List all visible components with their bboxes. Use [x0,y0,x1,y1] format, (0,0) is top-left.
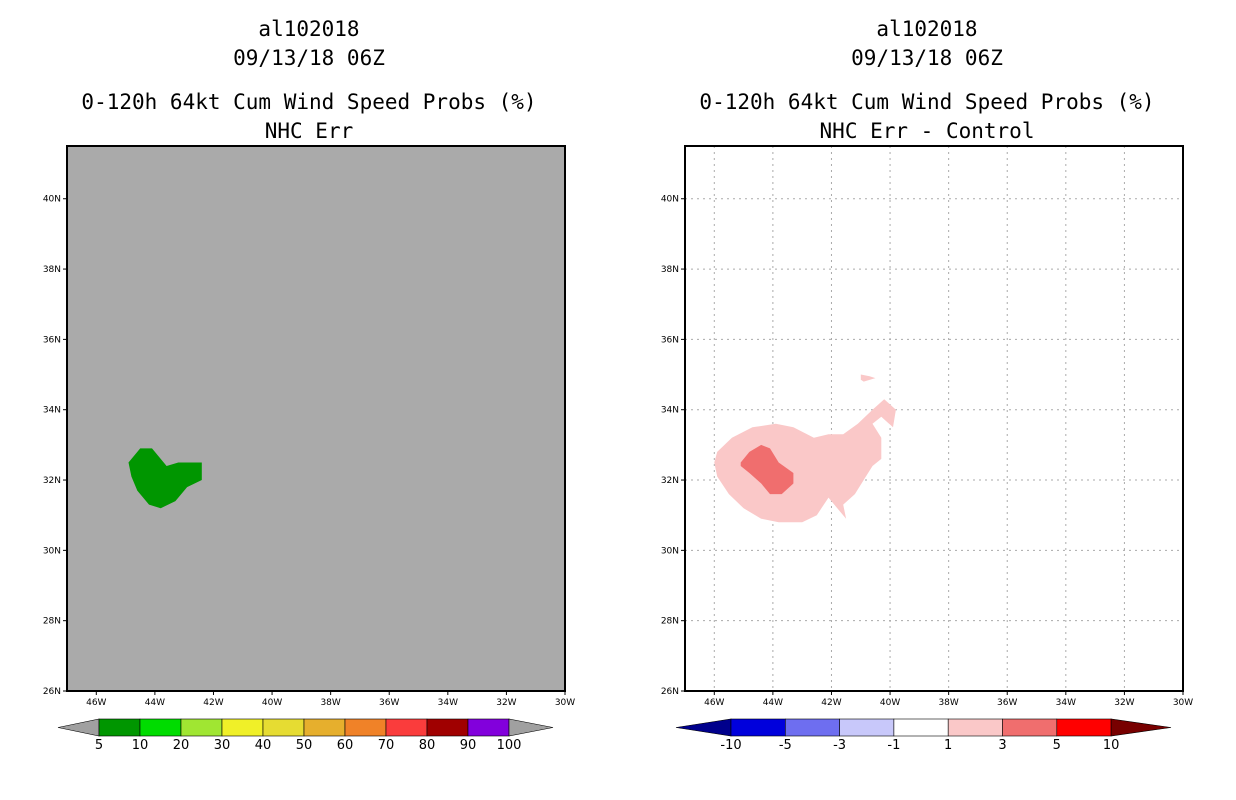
colorbar-label: 50 [296,738,313,753]
x-tick-label: 40W [262,698,282,708]
y-tick-label: 32N [43,476,61,486]
plot-frame [66,145,566,692]
contour-region [740,444,794,495]
plot-background [67,146,565,691]
x-tick-label: 46W [86,698,106,708]
y-tick-label: 40N [43,195,61,205]
colorbar-label: 10 [1103,738,1120,753]
colorbar-swatch [180,718,223,737]
colorbar-label: 100 [497,738,522,753]
colorbar-swatch [1056,718,1112,737]
right-panel: al102018 09/13/18 06Z 0-120h 64kt Cum Wi… [618,0,1236,800]
x-tick-label: 40W [880,698,900,708]
x-tick-label: 38W [320,698,340,708]
colorbar-label: 5 [95,738,103,753]
y-tick-label: 30N [661,546,679,556]
contour-region [714,399,896,523]
storm-id-title: al102018 [876,17,978,41]
colorbar-swatch [467,718,510,737]
colorbar-label: 80 [419,738,436,753]
y-tick-label: 38N [43,265,61,275]
y-tick-label: 36N [661,335,679,345]
y-tick-label: 40N [661,195,679,205]
colorbar-label: 3 [998,738,1006,753]
colorbar-label: 5 [1053,738,1061,753]
x-tick-label: 44W [145,698,165,708]
colorbar-label: 70 [378,738,395,753]
colorbar-swatch [98,718,141,737]
x-tick-label: 32W [496,698,516,708]
y-tick-label: 30N [43,546,61,556]
x-tick-label: 36W [379,698,399,708]
y-tick-label: 28N [661,617,679,627]
colorbar-left-arrow [675,718,732,737]
y-tick-label: 28N [43,617,61,627]
colorbar-swatch [839,718,895,737]
colorbar-swatch [344,718,387,737]
colorbar-label: -1 [887,738,900,753]
datetime-title: 09/13/18 06Z [233,46,385,70]
y-tick-label: 38N [661,265,679,275]
x-tick-label: 38W [938,698,958,708]
x-tick-label: 36W [997,698,1017,708]
colorbar-label: 40 [255,738,272,753]
storm-id-title: al102018 [258,17,360,41]
colorbar-right-arrow [508,718,554,737]
x-tick-label: 46W [704,698,724,708]
subtitle: NHC Err [264,119,354,143]
x-tick-label: 32W [1114,698,1134,708]
colorbar-left-arrow [57,718,100,737]
colorbar-swatch [893,718,949,737]
y-tick-label: 34N [661,406,679,416]
y-tick-label: 32N [661,476,679,486]
colorbar-label: -5 [779,738,792,753]
contour-region [860,374,876,382]
colorbar-right-arrow [1110,718,1172,737]
product-title: 0-120h 64kt Cum Wind Speed Probs (%) [81,90,537,114]
subtitle: NHC Err - Control [819,119,1035,143]
y-tick-label: 26N [43,687,61,697]
product-title: 0-120h 64kt Cum Wind Speed Probs (%) [699,90,1155,114]
probability-map: 46W 44W 42W 40W 38W 36W 34W 32W 30W 26N 28N 30N 32N 3… [43,145,575,753]
colorbar-swatch [303,718,346,737]
colorbar-label: 60 [337,738,354,753]
colorbar-swatch [730,718,786,737]
y-tick-label: 34N [43,406,61,416]
x-tick-label: 42W [203,698,223,708]
colorbar-label: 10 [132,738,149,753]
contour-region [128,448,202,509]
colorbar-swatch [139,718,182,737]
x-tick-label: 30W [1173,698,1193,708]
x-tick-label: 30W [555,698,575,708]
colorbar-swatch [1002,718,1058,737]
x-tick-label: 42W [821,698,841,708]
y-tick-label: 36N [43,335,61,345]
colorbar-swatch [262,718,305,737]
x-tick-label: 44W [763,698,783,708]
colorbar-swatch [221,718,264,737]
colorbar-label: 20 [173,738,190,753]
x-tick-label: 34W [438,698,458,708]
colorbar-swatch [785,718,840,737]
left-panel: al102018 09/13/18 06Z 0-120h 64kt Cum Wi… [43,17,575,753]
colorbar-label: 90 [460,738,477,753]
colorbar-swatch [947,718,1003,737]
colorbar-label: 30 [214,738,231,753]
difference-map: 46W 44W 42W 40W 38W 36W 34W 32W 30W 26N 28N 30N 32N 3… [661,145,1193,753]
x-tick-label: 34W [1056,698,1076,708]
colorbar-label: -10 [720,738,741,753]
colorbar-swatch [426,718,469,737]
colorbar-label: 1 [944,738,952,753]
y-tick-label: 26N [661,687,679,697]
datetime-title: 09/13/18 06Z [851,46,1003,70]
plot-frame [684,145,1184,692]
plot-background [685,146,1183,691]
colorbar-label: -3 [833,738,846,753]
colorbar-swatch [385,718,428,737]
